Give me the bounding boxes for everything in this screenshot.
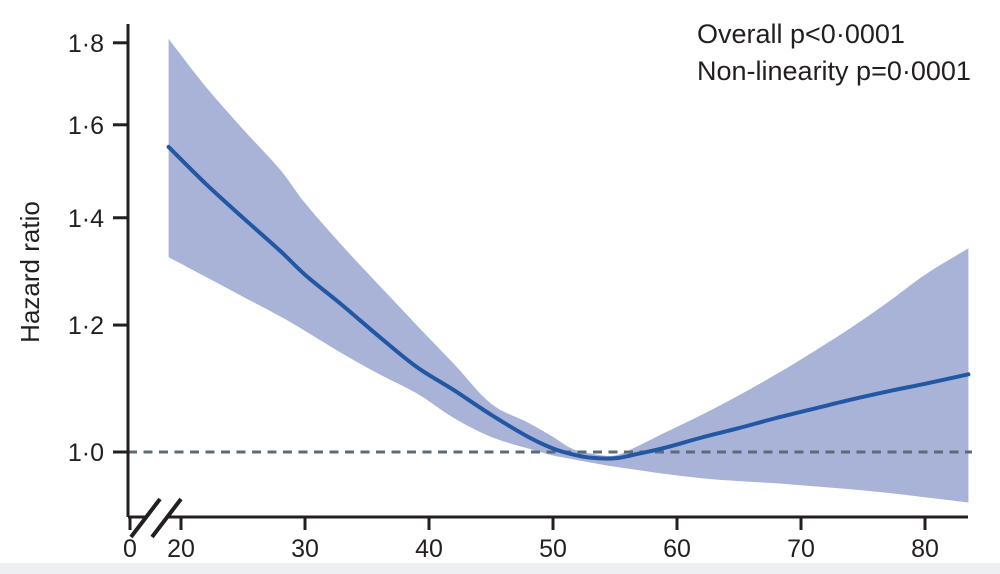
- x-tick-label-60: 60: [663, 535, 691, 563]
- hazard-ratio-curve: [166, 144, 971, 461]
- confidence-interval-band: [168, 38, 969, 503]
- x-tick-label-40: 40: [415, 535, 443, 563]
- annotation-nonlinearity-p: Non-linearity p=0·0001: [697, 56, 971, 86]
- x-tick-label-0: 0: [123, 535, 137, 563]
- footer-strip: [0, 563, 1000, 574]
- x-tick-label-20: 20: [167, 535, 195, 563]
- y-tick-label-1.8: 1·8: [68, 30, 104, 58]
- y-tick-label-1: 1·0: [68, 439, 104, 467]
- y-axis-title: Hazard ratio: [15, 201, 45, 343]
- annotation-overall-p: Overall p<0·0001: [697, 19, 905, 49]
- y-tick-label-1.2: 1·2: [68, 312, 104, 340]
- axis-break-slash-2: [150, 497, 183, 539]
- x-tick-label-30: 30: [291, 535, 319, 563]
- axes: [113, 24, 968, 539]
- x-tick-label-80: 80: [911, 535, 939, 563]
- y-tick-label-1.6: 1·6: [68, 112, 104, 140]
- x-tick-label-70: 70: [787, 535, 815, 563]
- y-tick-label-1.4: 1·4: [68, 205, 104, 233]
- axis-break-slash-1: [129, 497, 162, 539]
- tick-labels: 0 20 30 40 50 60 70 80 1·0 1·2 1·4 1·6 1·8: [68, 30, 939, 563]
- x-tick-label-50: 50: [539, 535, 567, 563]
